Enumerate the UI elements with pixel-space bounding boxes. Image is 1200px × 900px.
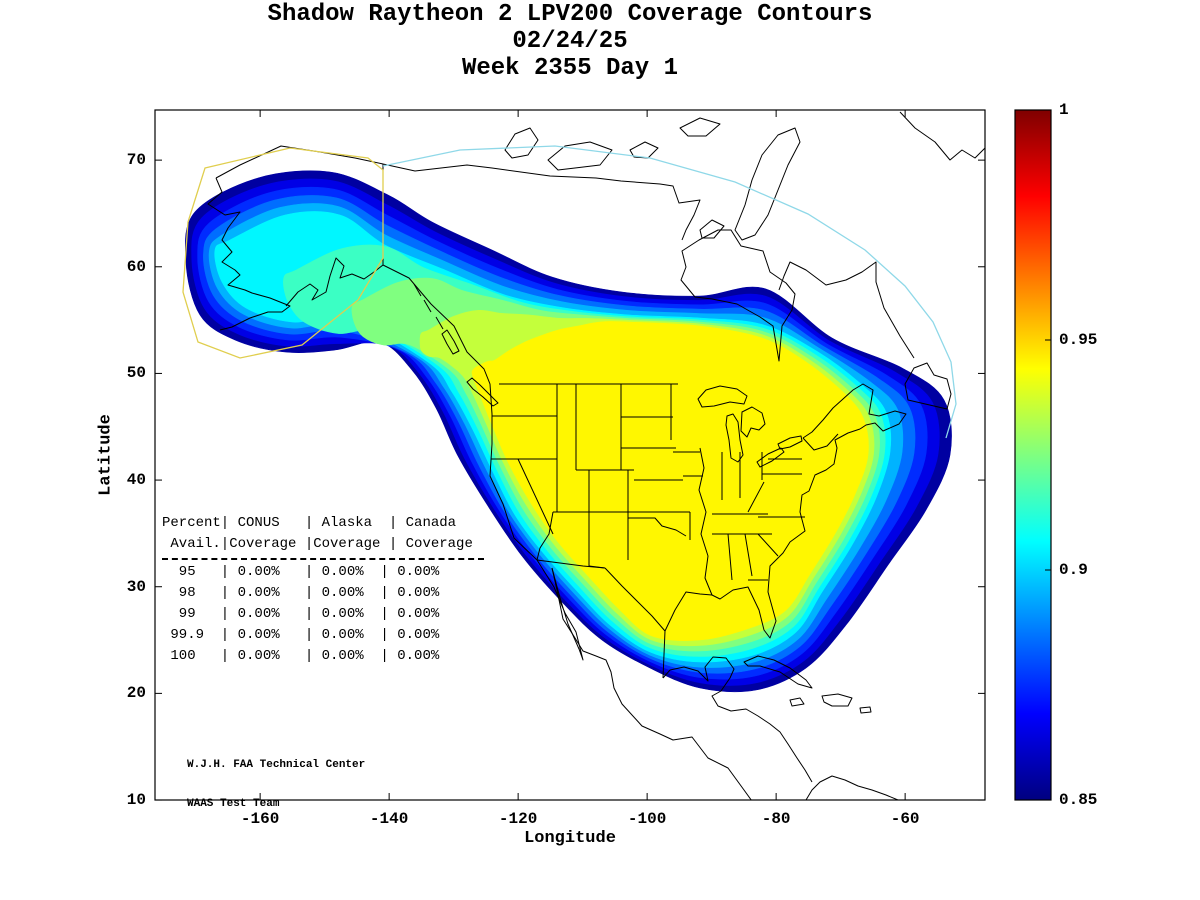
coastline-path [604,567,666,632]
colorbar-tick-label: 0.9 [1059,561,1088,579]
coastline-path [859,706,872,714]
coastline-path [207,177,291,331]
coastline-path [899,111,985,161]
colorbar-tick-label: 1 [1059,101,1069,119]
coastline-path [435,316,444,330]
x-tick-label: -160 [240,810,280,828]
y-tick-label: 40 [126,471,146,490]
credit-line-1: W.J.H. FAA Technical Center [187,759,366,771]
coastline-path [789,697,805,707]
coverage-table: Percent| CONUS | Alaska | Canada Avail.|… [162,513,484,667]
title-line-1: Shadow Raytheon 2 LPV200 Coverage Contou… [267,1,873,28]
coastline-path [778,261,915,359]
coverage-table-row: 95 | 0.00% | 0.00% | 0.00% [162,564,440,580]
coverage-table-row: 100 | 0.00% | 0.00% | 0.00% [162,648,440,664]
coastline-path [802,433,839,451]
coverage-table-separator [162,558,484,560]
coastline-path [382,264,538,561]
coastline-path [536,559,584,661]
coverage-table-header-line: Avail.|Coverage |Coverage | Coverage [162,536,473,552]
coastline-path [727,533,733,581]
map-area [182,111,985,800]
plot-border [154,109,986,801]
coastline-layer [207,111,985,800]
coastline-path [466,377,499,407]
colorbar-tick-label: 0.85 [1059,791,1098,809]
canada-boundary-line [382,145,957,439]
coastline-path [697,385,748,408]
coastline-path [662,428,861,679]
coastline-path [536,511,554,561]
coastline-path [517,458,554,535]
coastline-path [777,435,803,450]
coastline-path [547,141,613,171]
coastline-path [285,257,384,307]
coastline-path [904,362,952,410]
coastline-path [802,383,907,439]
service-volume-boundaries [182,145,957,439]
y-tick-label: 60 [126,257,146,276]
coverage-table-row: 99 | 0.00% | 0.00% | 0.00% [162,606,440,622]
coverage-table-row: 99.9 | 0.00% | 0.00% | 0.00% [162,627,440,643]
coverage-table-row: 98 | 0.00% | 0.00% | 0.00% [162,585,440,601]
alaska-boundary-line [182,147,384,359]
credit-block: W.J.H. FAA Technical Center WAAS Test Te… [187,733,365,837]
coastline-path [504,127,539,159]
coastline-path [734,127,801,241]
y-tick-label: 50 [126,364,146,383]
coastline-path [423,299,432,313]
x-axis-title: Longitude [524,829,616,848]
coastline-path [756,447,785,468]
contour-bands [185,170,952,693]
x-tick-label: -120 [498,810,538,828]
coastline-path [662,656,813,783]
contour-band-9 [471,321,869,641]
coastline-path [757,533,779,557]
y-tick-label: 20 [126,684,146,703]
x-tick-label: -100 [627,810,667,828]
y-tick-label: 70 [126,151,146,170]
coastline-path [743,655,813,689]
coastline-path [679,117,721,137]
credit-line-2: WAAS Test Team [187,798,280,810]
coastline-path [628,517,687,537]
coastline-path [413,283,422,297]
coastline-path [588,565,606,569]
coastline-path [698,447,713,596]
coastline-path [441,329,460,355]
colorbar-tick-label: 0.95 [1059,331,1098,349]
coastline-path [680,229,796,362]
y-tick-label: 10 [126,791,146,810]
title-line-3: Week 2355 Day 1 [461,55,679,82]
x-tick-label: -140 [369,810,409,828]
axes-frame [154,109,986,801]
coastline-path [821,693,853,707]
x-tick-label: -60 [890,810,920,828]
coverage-table-header-line: Percent| CONUS | Alaska | Canada [162,515,457,531]
colorbar-gradient [1014,109,1052,801]
coastline-path [744,533,753,577]
x-tick-label: -80 [761,810,791,828]
coastline-path [699,219,725,239]
coastline-path [747,481,765,513]
y-tick-label: 30 [126,577,146,596]
coastline-path [805,775,899,800]
colorbar [1014,109,1052,801]
figure-title: Shadow Raytheon 2 LPV200 Coverage Contou… [155,1,985,82]
title-line-2: 02/24/25 [512,28,628,55]
coastline-path [740,406,766,438]
y-axis-title: Latitude [96,414,116,496]
coastline-path [382,163,701,241]
